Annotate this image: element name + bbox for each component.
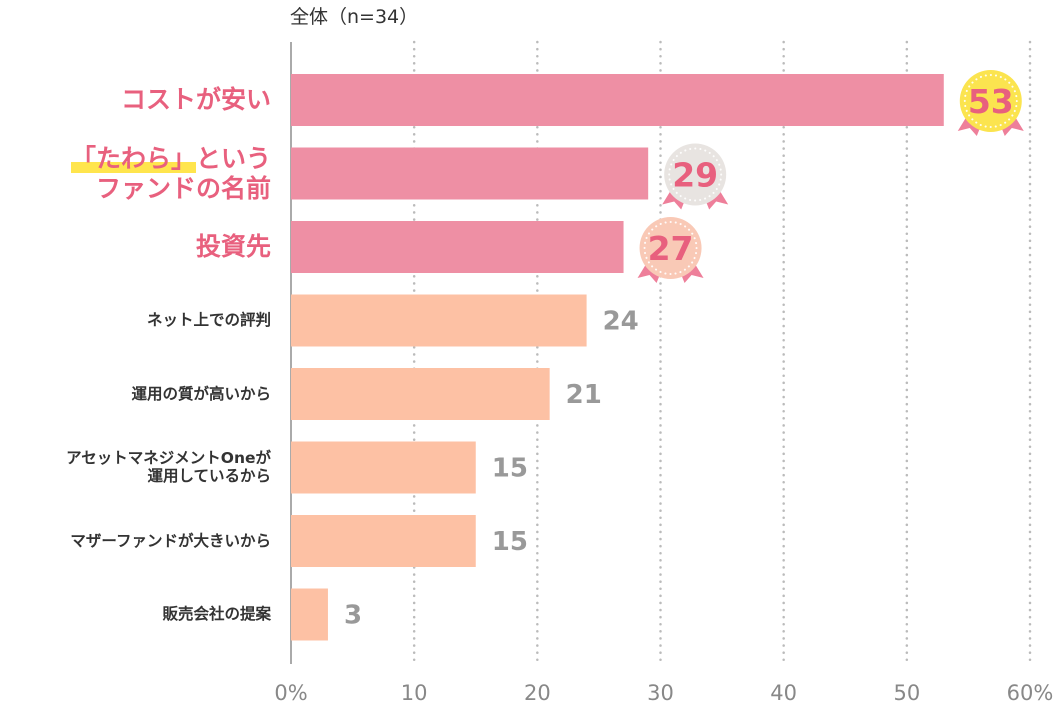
bar [291,221,624,273]
medal [664,143,727,206]
x-tick-label: 40 [770,681,797,704]
medal-ring [668,147,723,202]
x-tick-label: 20 [524,681,551,704]
medal [959,70,1022,132]
bar [291,515,476,567]
category-label: 運用の質が高いから [131,384,271,403]
category-label: マザーファンドが大きいから [70,531,271,550]
category-label: 販売会社の提案 [162,605,271,623]
x-tick-label: 60% [1007,681,1054,704]
medal [639,217,702,279]
value-label: 3 [344,601,362,631]
x-tick-label: 50 [893,681,920,704]
bar [291,294,587,347]
bar [291,147,649,200]
x-tick-label: 30 [647,681,674,704]
category-label: 投資先 [195,232,271,261]
x-tick-label: 10 [401,681,428,704]
value-label: 15 [492,527,528,557]
value-label: 21 [566,380,602,410]
chart-subtitle: 全体（n=34） [290,6,419,28]
category-label: 「たわら」という ファンドの名前 [70,143,271,203]
medal-ring [963,74,1018,128]
value-label: 27 [648,229,694,268]
x-tick-label: 0% [274,681,307,704]
medal-ring [643,221,698,275]
category-label: ネット上での評判 [146,311,271,329]
category-label: コストが安い [120,85,271,114]
value-label: 29 [672,156,718,195]
category-label: アセットマネジメントOneが 運用しているから [66,448,271,486]
value-label: 53 [968,82,1014,121]
bar [291,441,476,494]
bar [291,74,944,126]
value-label: 15 [492,454,528,484]
bar [291,368,550,420]
value-label: 24 [603,307,639,337]
bar [291,588,328,641]
